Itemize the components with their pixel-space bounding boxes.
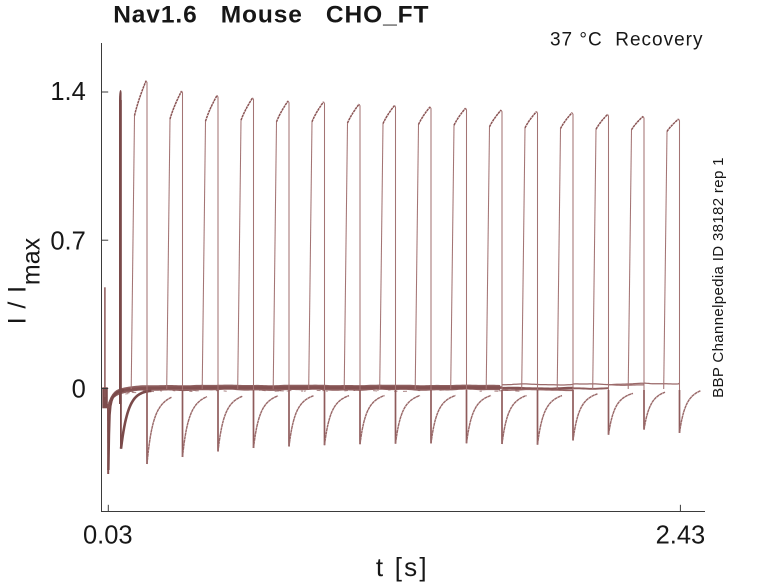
- svg-text:2.43: 2.43: [656, 521, 706, 549]
- svg-text:0.03: 0.03: [83, 521, 133, 549]
- svg-text:1.4: 1.4: [50, 78, 85, 106]
- svg-text:0.7: 0.7: [50, 227, 85, 255]
- svg-text:Nav1.6 Mouse CHO_FT: Nav1.6 Mouse CHO_FT: [113, 2, 429, 29]
- svg-text:37 °C Recovery: 37 °C Recovery: [550, 29, 704, 50]
- svg-text:t [s]: t [s]: [376, 552, 429, 582]
- svg-text:0: 0: [72, 376, 86, 404]
- svg-text:BBP Channelpedia ID 38182 rep: BBP Channelpedia ID 38182 rep 1: [710, 157, 727, 398]
